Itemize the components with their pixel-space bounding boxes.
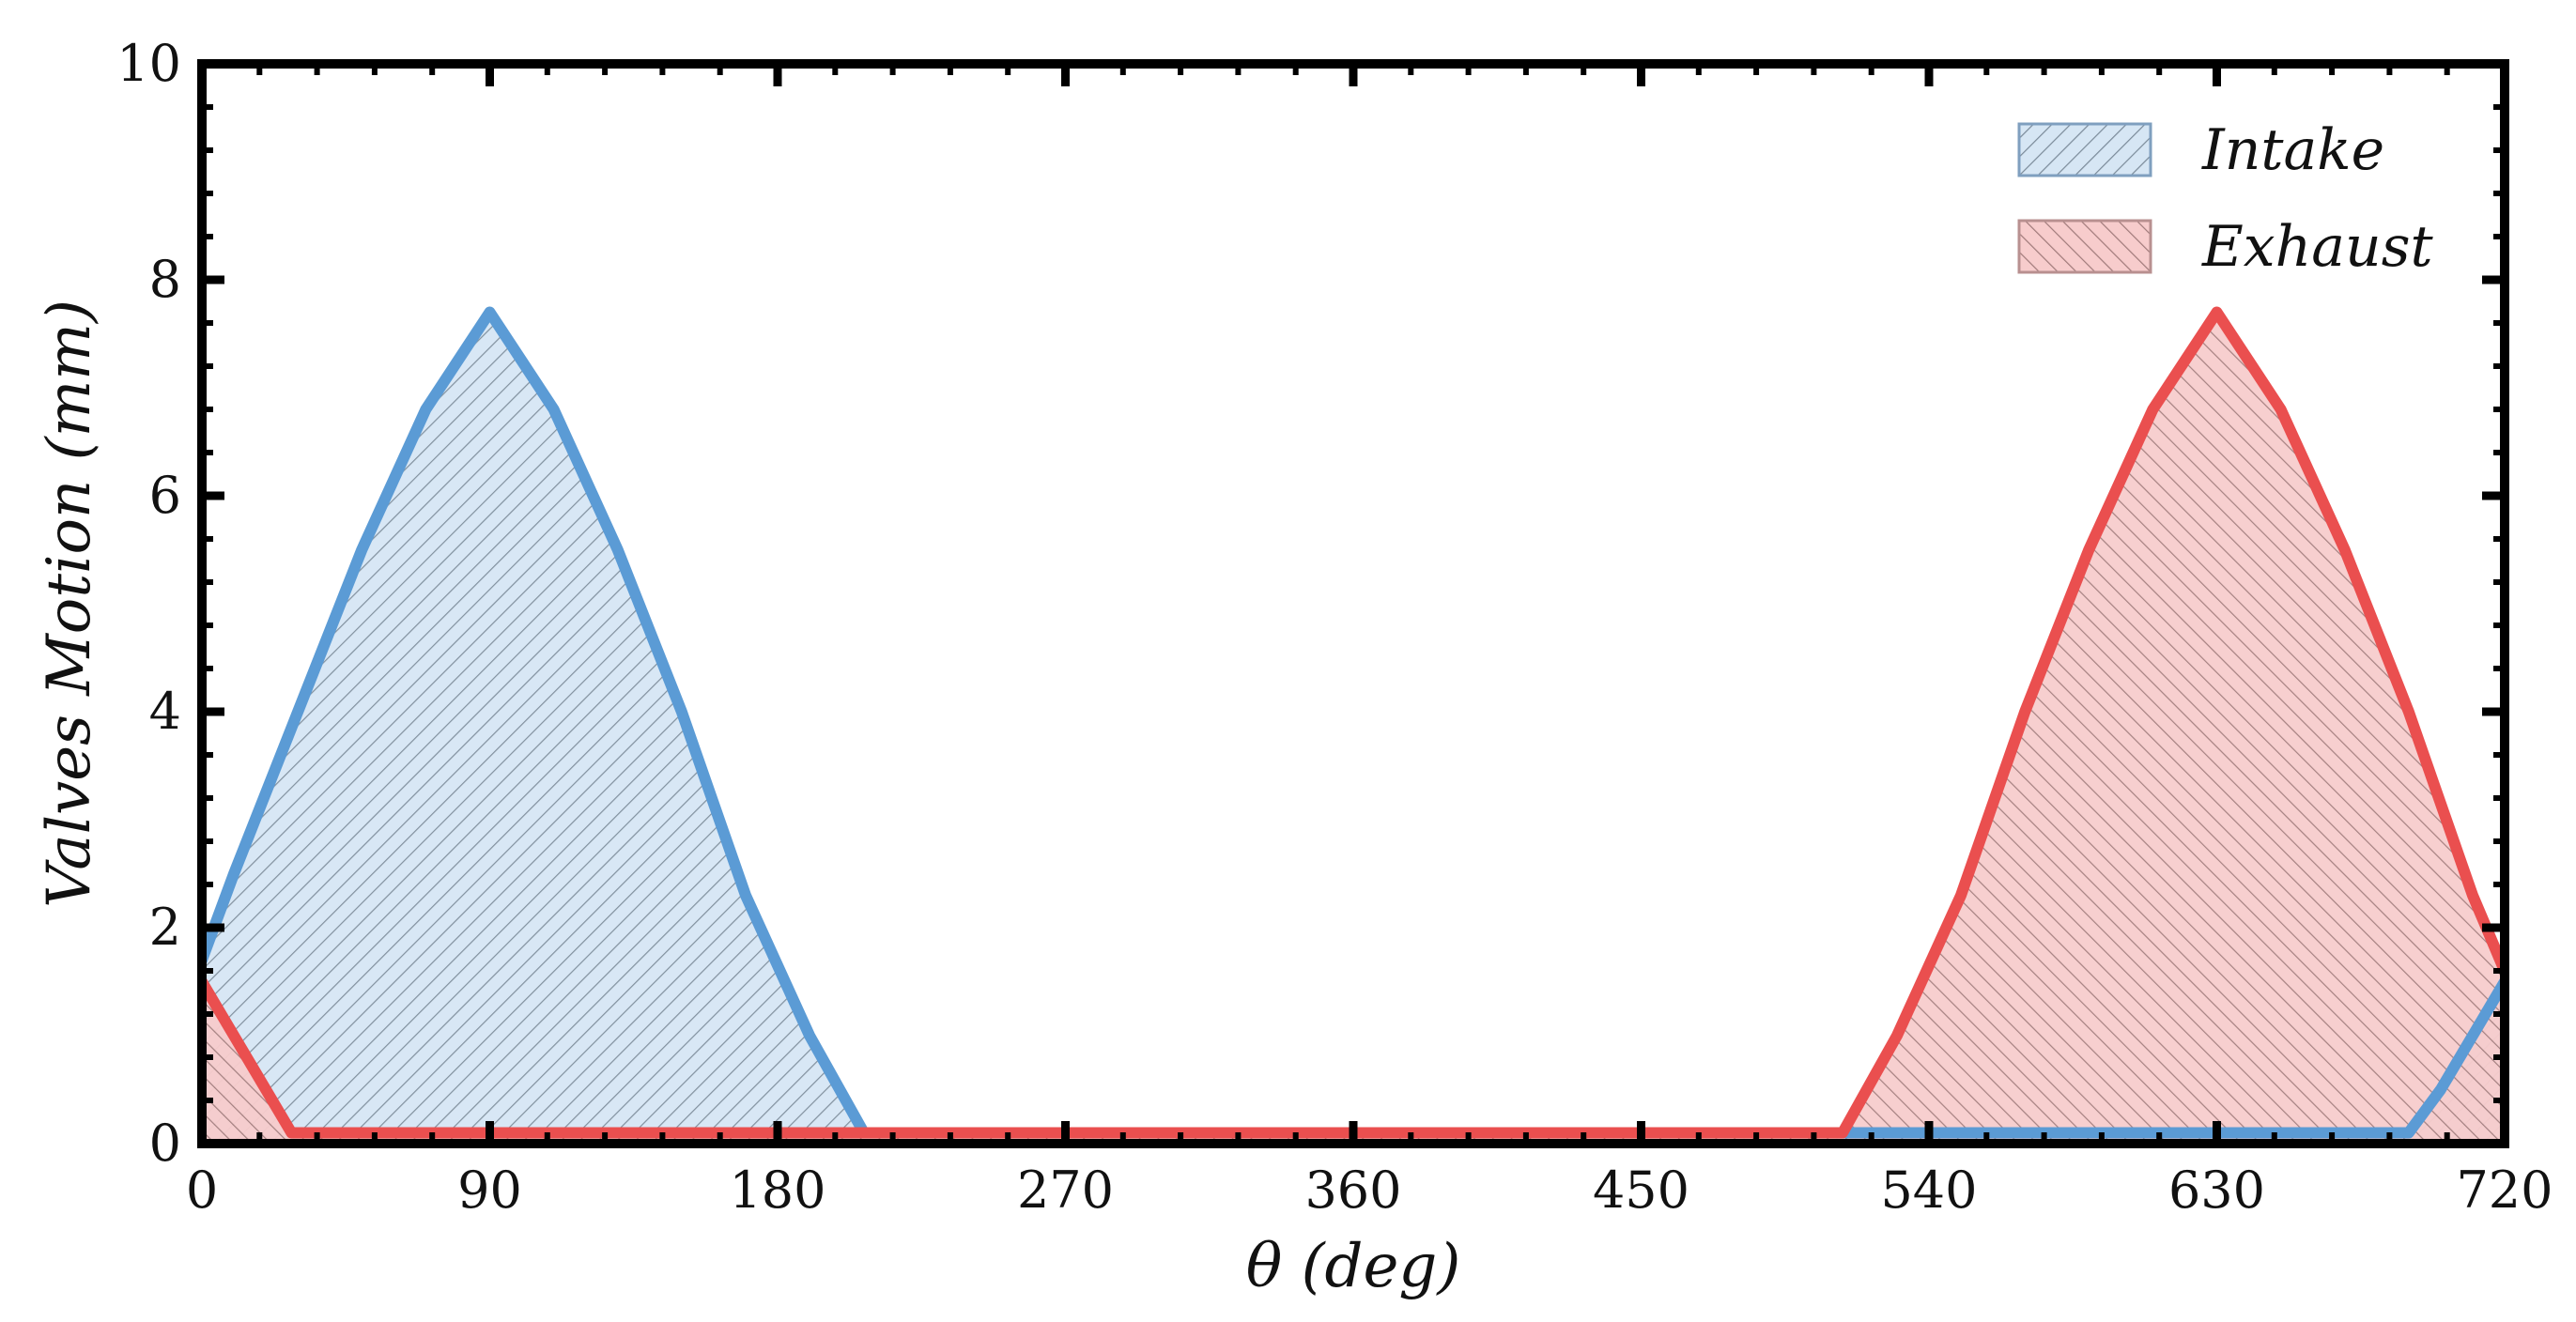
y-tick-label: 4 [149, 682, 181, 741]
line-intake [202, 306, 2505, 1139]
area-intake [202, 312, 2505, 1144]
x-tick-label: 360 [1304, 1161, 1401, 1220]
x-tick-label: 630 [2168, 1161, 2265, 1220]
legend: Intake Exhaust [2017, 117, 2433, 280]
x-tick-label: 180 [729, 1161, 825, 1220]
series-lines [202, 306, 2505, 1139]
x-axis-title: θ (deg) [1246, 1232, 1461, 1301]
y-tick-label: 8 [149, 250, 181, 309]
y-tick-label: 2 [149, 898, 181, 957]
x-tick-label: 450 [1593, 1161, 1689, 1220]
legend-swatch-intake [2017, 122, 2152, 177]
y-axis-title: Valves Motion (mm) [35, 300, 104, 908]
legend-swatch-exhaust [2017, 219, 2152, 274]
legend-label-intake: Intake [2201, 117, 2384, 183]
line-exhaust [202, 306, 2505, 1139]
plot-frame [197, 59, 2509, 1148]
y-tick-label: 0 [149, 1114, 181, 1173]
series-fills [202, 312, 2505, 1144]
y-tick-label: 10 [116, 34, 181, 93]
x-tick-label: 540 [1880, 1161, 1977, 1220]
y-tick-labels: 0 2 4 6 8 10 [116, 34, 181, 1173]
y-tick-label: 6 [149, 466, 181, 525]
x-tick-label: 0 [186, 1161, 218, 1220]
area-exhaust [202, 312, 2505, 1144]
x-tick-label: 270 [1017, 1161, 1114, 1220]
x-tick-labels: 0 90 180 270 360 450 540 630 720 [186, 1161, 2553, 1220]
x-tick-label: 720 [2456, 1161, 2553, 1220]
x-tick-label: 90 [457, 1161, 522, 1220]
legend-label-exhaust: Exhaust [2201, 214, 2433, 280]
